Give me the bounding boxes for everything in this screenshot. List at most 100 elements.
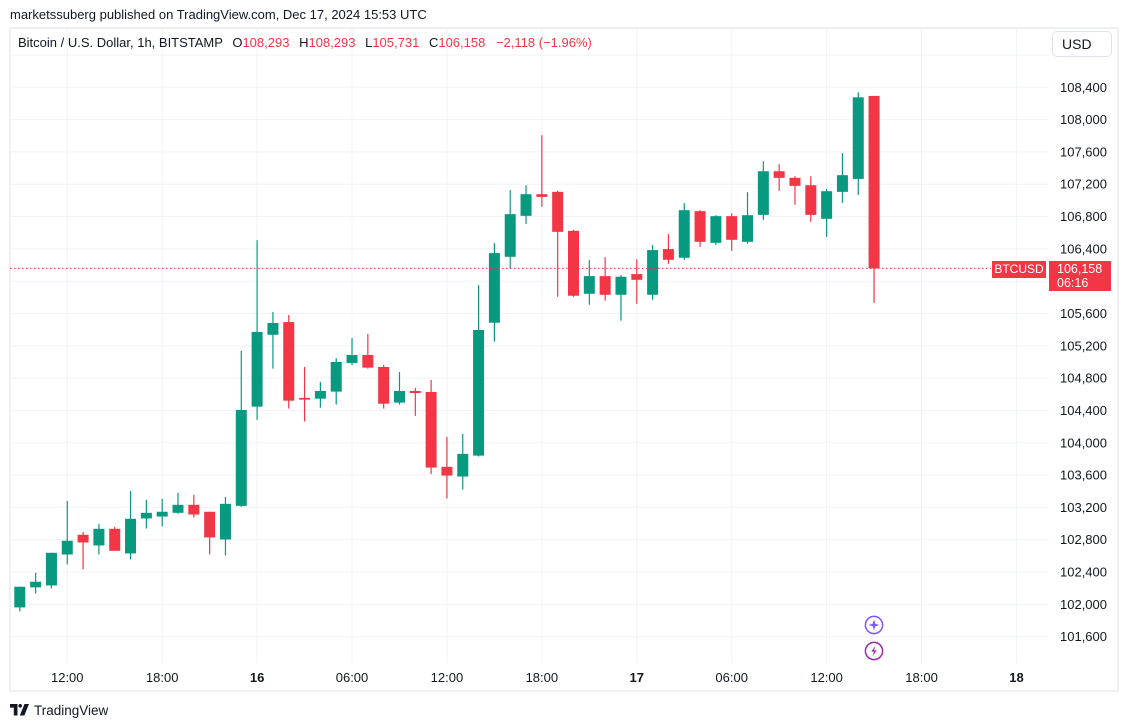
lightning-icon[interactable] [864,641,884,661]
last-price-value: 106,158 [1057,262,1103,276]
time-axis-label: 12:00 [51,670,84,685]
close-value: 106,158 [438,35,486,50]
chart-frame [9,27,1119,692]
candle [441,436,453,499]
candles [14,92,880,612]
time-axis[interactable]: 12:00 18:00 16 06:00 12:00 18:00 17 06:00 12:00 1… [51,670,1024,685]
candle [30,572,42,594]
candle [362,334,374,369]
time-axis-label: 18:00 [146,670,179,685]
candle [330,358,342,405]
time-axis-label: 12:00 [431,670,464,685]
candle [299,366,311,422]
footer-brand[interactable]: TradingView [10,701,108,719]
price-axis-label: 104,800 [1060,371,1107,386]
price-axis-label: 102,400 [1060,565,1107,580]
candle [647,245,659,300]
time-axis-label: 12:00 [810,670,843,685]
candle [488,243,500,342]
candle [172,492,184,514]
candle [694,210,706,247]
candle [726,213,738,251]
time-axis-label: 06:00 [715,670,748,685]
candle [852,92,864,195]
candle [425,379,437,475]
candle [267,312,279,369]
candle [821,188,833,237]
high-value: 108,293 [308,35,356,50]
spark-icon[interactable] [864,615,884,635]
price-axis-label: 102,000 [1060,597,1107,612]
candle [235,350,247,507]
price-axis-label: 105,600 [1060,306,1107,321]
price-axis-label: 104,000 [1060,435,1107,450]
candle [568,229,579,297]
candle [678,203,690,260]
price-axis[interactable]: 108,400 108,000 107,600 107,200 106,800 106,4… [1060,80,1107,644]
candle [552,190,564,297]
price-axis-label: 102,800 [1060,532,1107,547]
candle [61,500,73,565]
candle [710,215,722,245]
candle [314,381,326,408]
open-label: O [232,35,243,50]
candle [504,190,516,269]
candle [188,494,200,518]
candle [615,275,627,321]
candle [346,337,358,365]
candle [583,260,595,305]
price-axis-label: 104,400 [1060,403,1107,418]
candle [251,240,263,420]
symbol-legend[interactable]: Bitcoin / U.S. Dollar, 1h, BITSTAMP O108… [18,35,592,50]
symbol-title: Bitcoin / U.S. Dollar, 1h, BITSTAMP [18,35,223,50]
candle [45,552,57,589]
publish-attribution: marketssuberg published on TradingView.c… [10,7,427,22]
candle [742,192,754,244]
candle [156,498,168,527]
low-label: L [365,35,373,50]
time-axis-label: 18 [1009,670,1023,685]
price-axis-label: 107,600 [1060,144,1107,159]
candle [283,315,295,409]
low-value: 105,731 [372,35,420,50]
tradingview-logo-icon [10,704,29,716]
candle [631,259,643,304]
open-value: 108,293 [242,35,290,50]
candle [204,511,216,555]
candle [757,161,769,220]
price-axis-label: 106,400 [1060,241,1107,256]
candle [93,523,105,555]
price-axis-label: 103,600 [1060,468,1107,483]
candle [805,176,817,222]
candle [219,496,231,556]
candle [773,164,785,191]
last-price-tag: 106,158 06:16 [1049,261,1111,291]
candle [473,285,485,457]
candle [520,185,532,224]
close-label: C [428,35,439,50]
candle [14,586,26,612]
symbol-price-tag: BTCUSD [992,261,1046,278]
candle [599,257,611,301]
candle [662,234,674,264]
time-axis-label: 18:00 [905,670,938,685]
price-axis-label: 108,000 [1060,112,1107,127]
candle [393,371,405,405]
time-axis-label: 06:00 [336,670,369,685]
bar-countdown: 06:16 [1057,276,1089,290]
time-axis-label: 16 [250,670,264,685]
price-axis-label: 103,200 [1060,500,1107,515]
candle [140,499,152,529]
time-axis-label: 17 [630,670,644,685]
candle [789,176,801,205]
price-axis-label: 108,400 [1060,80,1107,95]
currency-button[interactable]: USD [1052,31,1112,57]
candle [536,135,548,207]
candle [109,526,121,551]
price-axis-label: 101,600 [1060,629,1107,644]
price-axis-label: 105,200 [1060,338,1107,353]
candle [836,153,848,203]
price-axis-label: 106,800 [1060,209,1107,224]
candle [378,364,390,409]
